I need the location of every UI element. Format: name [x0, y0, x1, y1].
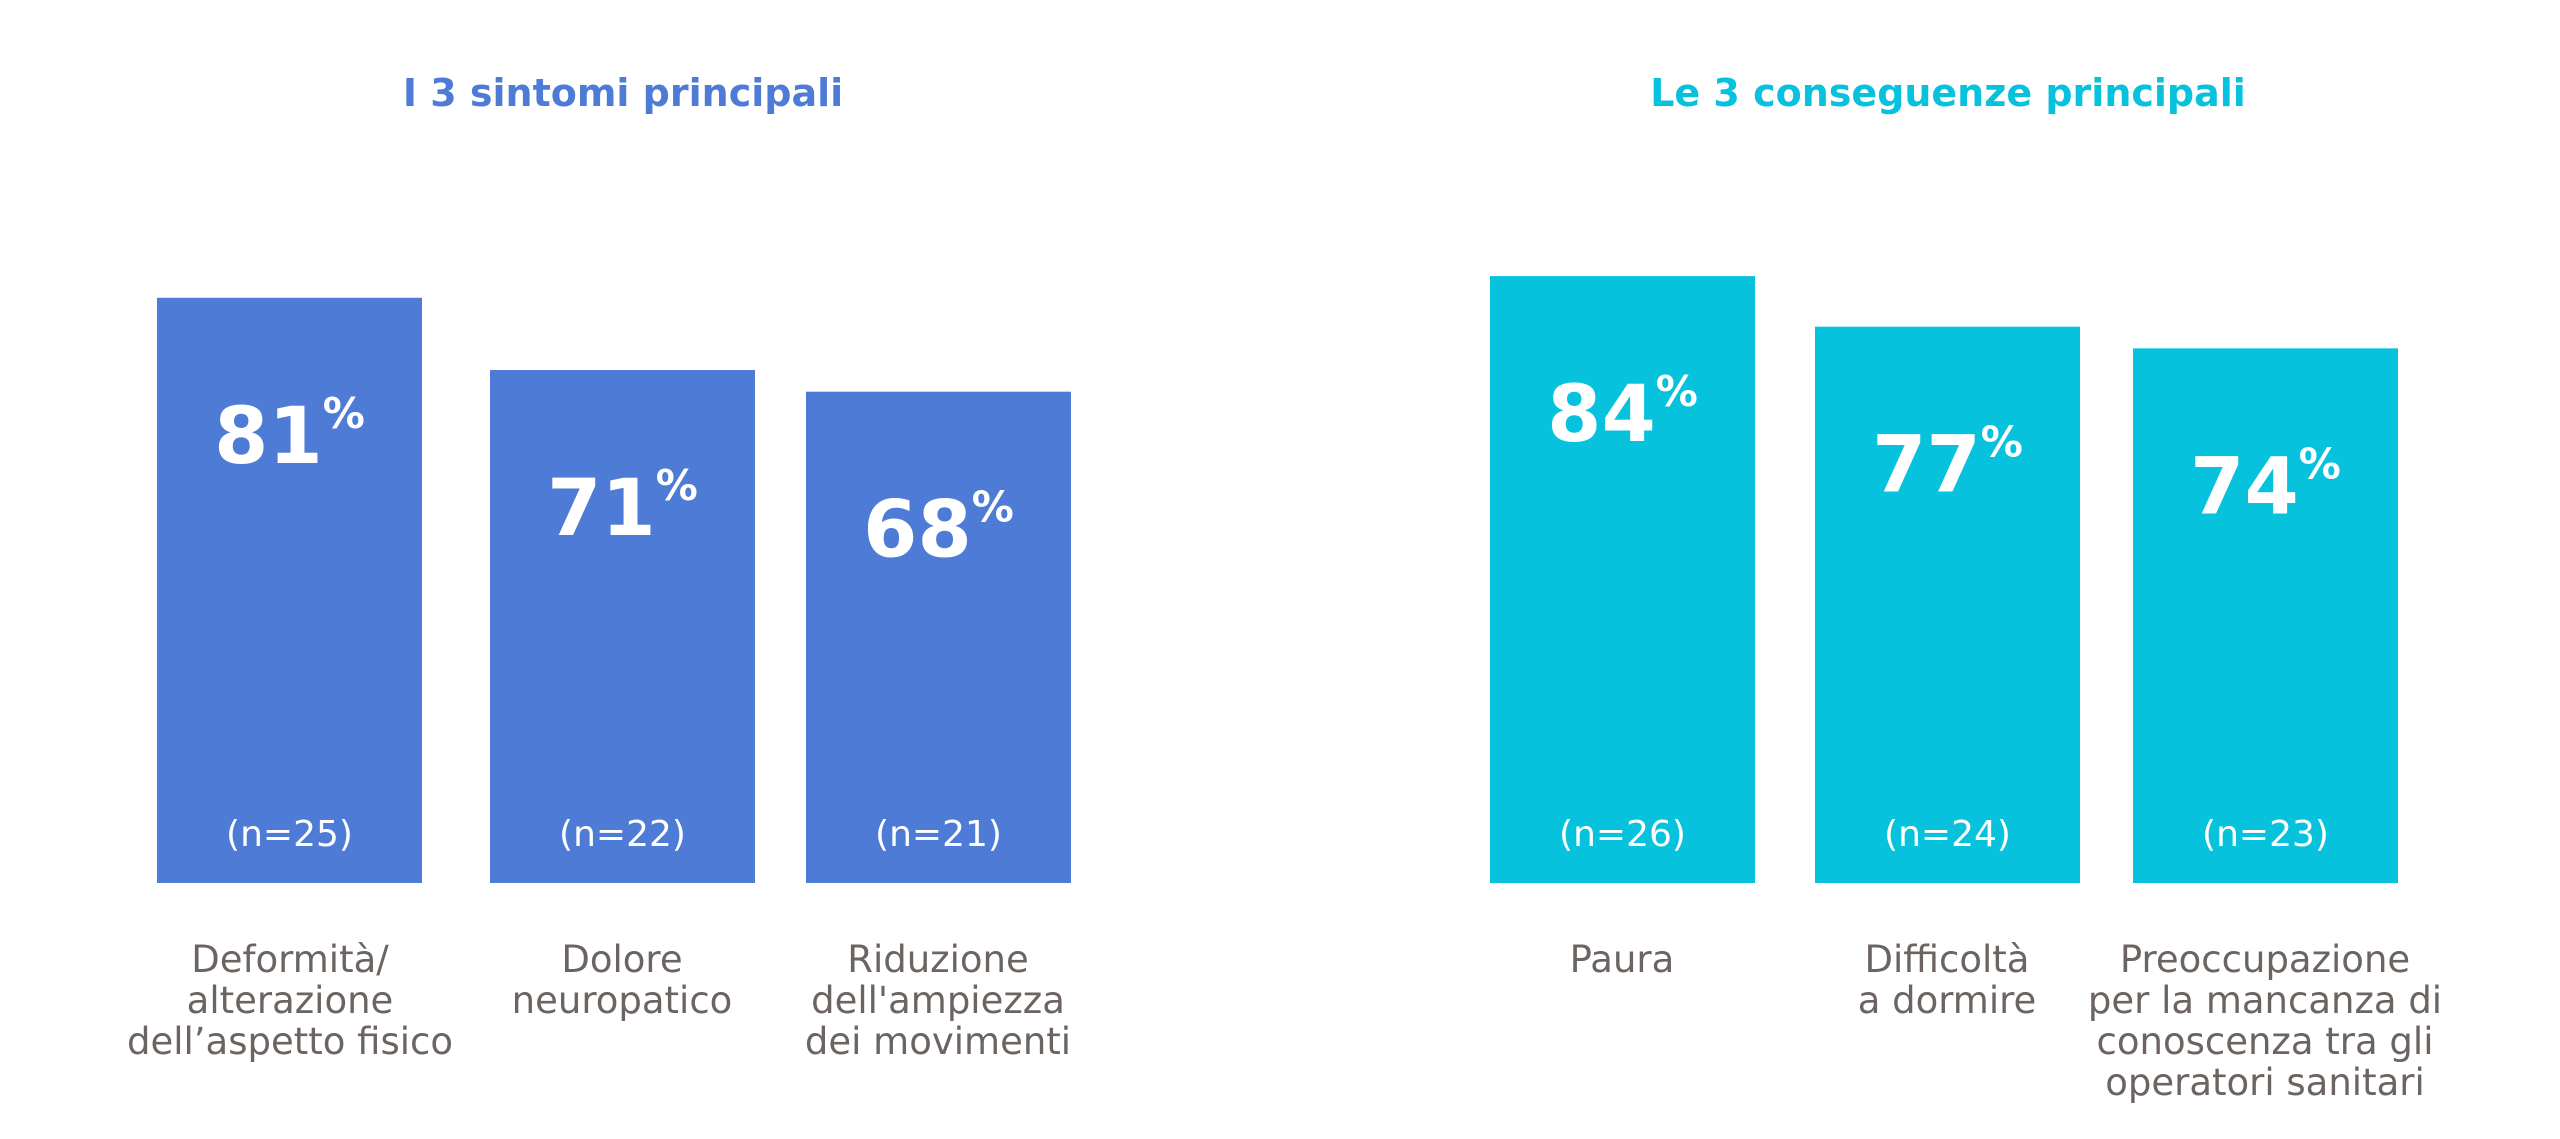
symptoms-chart-title: I 3 sintomi principali: [403, 71, 843, 115]
consequences-bar-2: [1815, 326, 2080, 883]
consequences-chart: Le 3 conseguenze principali 84% (n=26) Pau…: [1490, 71, 2442, 1104]
consequences-value-label-1: 84%: [1547, 367, 1698, 460]
consequences-n-label-1: (n=26): [1559, 814, 1686, 855]
symptoms-category-label-2: Dolore neuropatico: [512, 938, 733, 1022]
symptoms-category-label-3: Riduzione dell'ampiezza dei movimenti: [805, 938, 1071, 1063]
consequences-bar-3: [2133, 348, 2398, 884]
symptoms-value-label-3: 68%: [863, 483, 1014, 576]
symptoms-n-label-1: (n=25): [226, 814, 353, 855]
symptoms-category-label-1: Deformità/alterazione dell’aspetto fisico: [127, 938, 453, 1063]
symptoms-bar-3: [806, 391, 1071, 883]
consequences-category-label-1: Paura: [1570, 938, 1675, 981]
consequences-n-label-2: (n=24): [1884, 814, 2011, 855]
consequences-category-label-3: Preoccupazione per la mancanza di conoscen…: [2088, 938, 2442, 1104]
consequences-n-label-3: (n=23): [2202, 814, 2329, 855]
symptoms-n-label-2: (n=22): [559, 814, 686, 855]
symptoms-n-label-3: (n=21): [875, 814, 1002, 855]
consequences-value-label-3: 74%: [2190, 439, 2341, 532]
consequences-category-label-2: Difficoltà a dormire: [1858, 938, 2037, 1022]
symptoms-bar-1: [157, 297, 422, 883]
consequences-bar-1: [1490, 276, 1755, 884]
symptoms-value-label-1: 81%: [214, 389, 365, 482]
symptoms-value-label-2: 71%: [547, 461, 698, 554]
symptoms-chart: I 3 sintomi principali 81% (n=25) Deformit…: [127, 71, 1071, 1063]
consequences-value-label-2: 77%: [1872, 418, 2023, 511]
symptoms-bar-2: [490, 370, 755, 883]
consequences-chart-title: Le 3 conseguenze principali: [1650, 71, 2246, 115]
